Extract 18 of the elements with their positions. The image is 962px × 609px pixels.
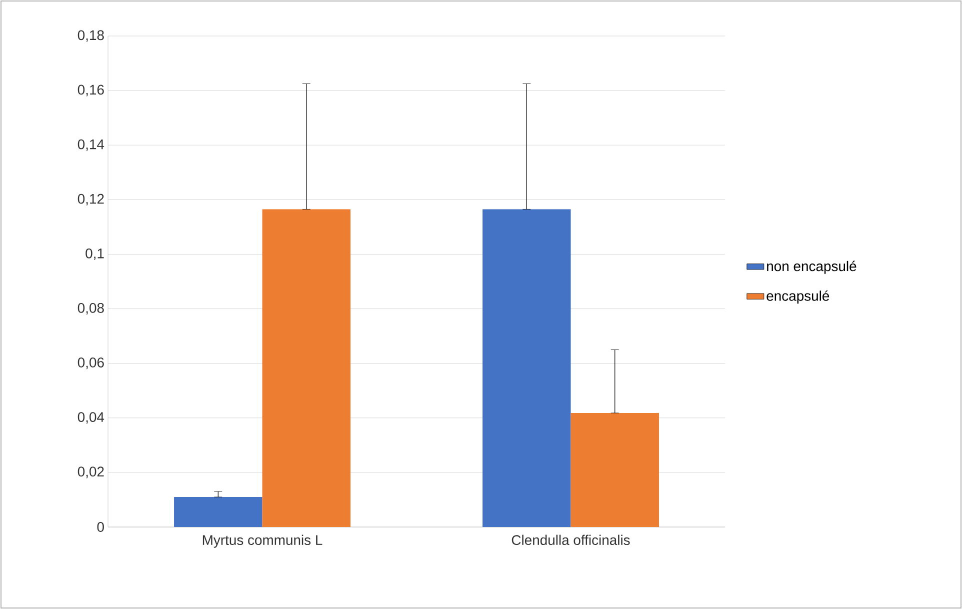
bar [570, 412, 659, 527]
y-tick-label: 0,14 [78, 139, 104, 151]
x-tick-label: Clendulla officinalis [512, 534, 630, 546]
legend-label: non encapsulé [767, 260, 856, 274]
y-tick-label: 0,16 [78, 84, 104, 96]
y-tick-label: 0 [97, 522, 104, 532]
y-tick-label: 0,18 [78, 30, 104, 42]
legend-label: encapsulé [766, 290, 830, 304]
bar [482, 209, 571, 527]
y-tick-label: 0,1 [86, 248, 104, 260]
y-tick-label: 0,08 [78, 303, 104, 315]
y-tick-label: 0,04 [78, 412, 104, 424]
y-tick-label: 0,06 [78, 358, 104, 370]
x-tick-label: Myrtus communis L [202, 534, 322, 548]
bar [174, 496, 262, 527]
y-tick-label: 0,12 [78, 194, 104, 206]
bar [262, 209, 350, 527]
y-tick-label: 0,02 [78, 466, 104, 478]
